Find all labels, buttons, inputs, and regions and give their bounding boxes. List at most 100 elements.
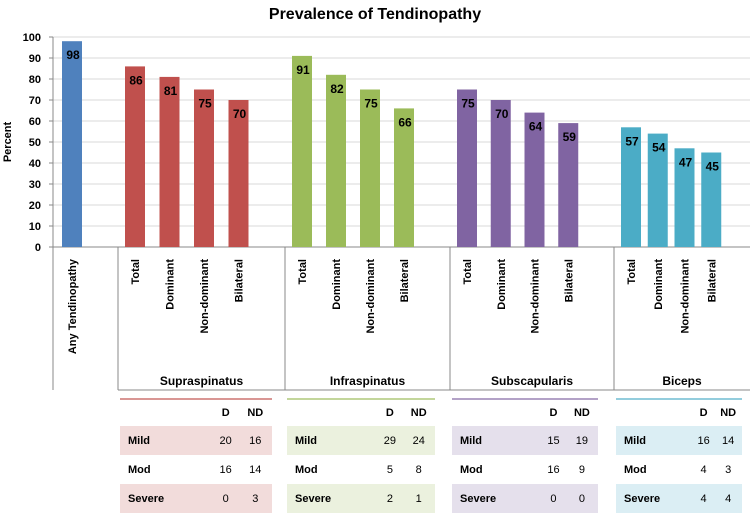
bar — [674, 148, 695, 247]
cell-nd: 9 — [578, 463, 585, 476]
cell-nd: 14 — [714, 426, 742, 455]
table-header-row: D ND — [452, 399, 598, 426]
x-tick-label: Bilateral — [234, 259, 246, 302]
data-label: 66 — [398, 115, 412, 129]
y-axis-ticks: 0 10 20 30 40 50 60 70 80 90 100 — [23, 32, 54, 254]
bar — [647, 133, 668, 247]
data-label: 47 — [679, 155, 693, 169]
cell-nd: 3 — [238, 484, 272, 513]
row-label: Mild — [120, 426, 213, 455]
row-label: Mod — [128, 463, 151, 476]
bar — [457, 89, 477, 247]
bar — [701, 152, 722, 247]
cell-d: 15 — [541, 426, 566, 455]
data-label: 70 — [233, 107, 247, 121]
table-header-row: D ND — [120, 399, 272, 426]
cell-nd: 16 — [238, 426, 272, 455]
column-header — [616, 399, 693, 426]
cell-nd: 8 — [415, 463, 422, 476]
y-tick-label: 50 — [29, 137, 41, 149]
severity-table: D ND Mild 16 14 Mod 4 3 Severe 4 4 — [616, 398, 742, 513]
x-tick-label: Total — [626, 259, 638, 284]
column-header — [287, 399, 377, 426]
severity-table: D ND Mild 20 16 Mod 16 14 Severe 0 3 — [120, 398, 272, 513]
y-tick-label: 20 — [29, 200, 41, 212]
x-tick-label: Non-dominant — [680, 259, 692, 334]
cell-nd: 4 — [714, 484, 742, 513]
data-label: 75 — [198, 97, 212, 111]
bar — [194, 89, 214, 247]
category-separators — [52, 247, 750, 391]
cell-d: 0 — [541, 484, 566, 513]
data-label: 57 — [625, 134, 639, 148]
data-label: 86 — [129, 73, 143, 87]
group-names: Supraspinatus Infraspinatus Subscapularis B… — [160, 374, 702, 388]
x-tick-label: Dominant — [653, 259, 665, 310]
table-row: Severe 2 1 — [287, 484, 435, 513]
table-row: Mild 15 19 — [452, 426, 598, 455]
data-label: 82 — [330, 82, 344, 96]
x-tick-label: Non-dominant — [199, 259, 211, 334]
bar — [159, 76, 180, 248]
cell-nd: 1 — [402, 484, 435, 513]
table-row: Mod 16 14 — [120, 455, 272, 484]
y-tick-label: 90 — [29, 53, 41, 65]
column-header: ND — [573, 407, 590, 419]
row-label: Mild — [452, 426, 542, 455]
cell-d: 20 — [212, 426, 239, 455]
cell-d: 5 — [386, 463, 393, 476]
cell-d: 2 — [377, 484, 403, 513]
table-row: Mod 5 8 — [287, 455, 435, 484]
chart-title: Prevalence of Tendinopathy — [269, 6, 481, 23]
bar — [621, 127, 641, 247]
data-label: 64 — [529, 120, 543, 134]
row-label: Mild — [287, 426, 378, 455]
row-label: Mod — [460, 463, 483, 476]
y-tick-label: 10 — [29, 221, 41, 233]
data-label: 91 — [296, 63, 310, 77]
bar — [292, 55, 312, 248]
data-label: 45 — [706, 160, 720, 174]
x-tick-label: Bilateral — [563, 259, 575, 302]
x-tick-label: Any Tendinopathy — [67, 258, 79, 354]
bars: 98 86 81 75 70 91 82 75 66 75 70 64 59 57 54 47 45 — [62, 41, 722, 248]
bar — [228, 100, 249, 247]
cell-nd: 3 — [725, 463, 732, 476]
table-row: Severe 0 3 — [120, 484, 272, 513]
cell-nd: 14 — [249, 463, 262, 476]
bar — [394, 108, 414, 248]
cell-d: 0 — [212, 484, 239, 513]
x-tick-label: Bilateral — [706, 259, 718, 302]
column-header: D — [699, 407, 708, 419]
bar — [326, 74, 346, 247]
group-name: Infraspinatus — [330, 374, 406, 388]
row-label: Mod — [624, 463, 647, 476]
column-header: ND — [247, 407, 264, 419]
cell-nd: 24 — [402, 426, 435, 455]
data-label: 75 — [461, 97, 475, 111]
data-label: 70 — [495, 107, 509, 121]
data-label: 98 — [66, 48, 80, 62]
x-tick-label: Dominant — [331, 259, 343, 310]
row-label: Mild — [616, 426, 693, 455]
table-row: Mod 16 9 — [452, 455, 598, 484]
bar — [558, 123, 579, 247]
y-tick-label: 60 — [29, 116, 41, 128]
column-header: ND — [410, 407, 427, 419]
x-tick-label: Total — [462, 259, 474, 284]
cell-nd: 19 — [565, 426, 598, 455]
cell-d: 16 — [692, 426, 715, 455]
x-tick-label: Dominant — [165, 259, 177, 310]
data-label: 59 — [563, 130, 577, 144]
x-tick-label: Dominant — [496, 259, 508, 310]
severity-table: D ND Mild 15 19 Mod 16 9 Severe 0 0 — [452, 398, 598, 513]
cell-d: 16 — [219, 463, 232, 476]
x-axis-labels: Any Tendinopathy Total Dominant Non-dominan… — [67, 258, 718, 354]
table-row: Mild 20 16 — [120, 426, 272, 455]
table-row: Severe 0 0 — [452, 484, 598, 513]
y-tick-label: 30 — [29, 179, 41, 191]
table-row: Mild 16 14 — [616, 426, 742, 455]
group-name: Subscapularis — [491, 374, 573, 388]
column-header — [452, 399, 541, 426]
